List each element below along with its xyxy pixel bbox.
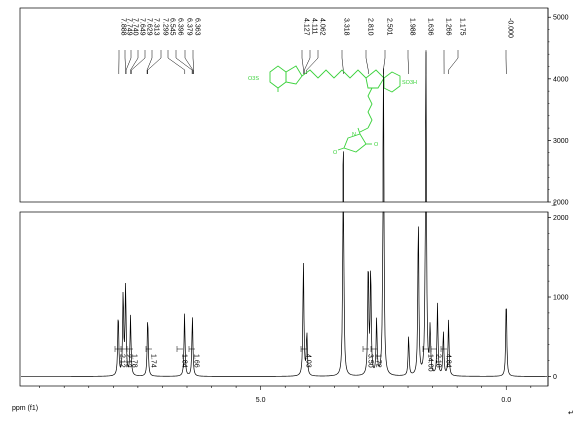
- lower-y-ticks: 0 1000 2000: [548, 215, 569, 381]
- peak-label-leader: [341, 50, 344, 74]
- peak-labels: 7.888 7.749 7.740 7.649 7.629 7.313 7.299 6.545…: [118, 18, 514, 74]
- integration-label: 1.72: [375, 354, 382, 368]
- spectrum-trace-upper: [342, 51, 427, 202]
- lower-y-tick-label: 1000: [553, 295, 569, 302]
- peak-label: 1.636: [427, 18, 434, 36]
- peak-label: 7.749: [126, 18, 133, 36]
- peak-label-leader: [131, 50, 146, 74]
- peak-label: 3.318: [343, 18, 350, 36]
- integration-label: 3.50: [367, 354, 374, 368]
- lower-y-tick-label: 2000: [553, 215, 569, 222]
- spectrum-trace-lower: [21, 211, 547, 377]
- peak-label: 1.988: [409, 18, 416, 36]
- lower-plot-frame: [19, 211, 549, 387]
- upper-y-tick-label: 3000: [553, 138, 569, 145]
- peak-label: 4.062: [319, 18, 326, 36]
- peak-label-leader: [192, 50, 194, 74]
- spectrum-line-lower: [21, 211, 547, 377]
- integration-label: 4.03: [305, 354, 312, 368]
- axis-break-mark: ⊥: [551, 201, 557, 208]
- peak-label: 6.363: [194, 18, 201, 36]
- structure-label-so3h: SO3H: [402, 80, 417, 86]
- peak-label-leader: [365, 50, 369, 74]
- structure-label-o-1: O: [374, 142, 379, 148]
- peak-label: 7.313: [153, 18, 160, 36]
- peak-label: 7.740: [132, 18, 139, 36]
- peak-label-leader: [301, 50, 304, 74]
- peak-label-leader: [306, 50, 319, 74]
- integration-label: 14.00: [427, 354, 434, 372]
- upper-y-tick-label: 5000: [553, 15, 569, 22]
- structure-label-n: N: [352, 132, 356, 138]
- peak-label-leader: [124, 50, 126, 74]
- spectrum-line-upper: [342, 151, 344, 202]
- peak-label: 2.810: [367, 18, 374, 36]
- x-tick-label: 0.0: [501, 397, 511, 404]
- integration-labels: 2.12 2.12 1.78 1.74 1.84 1.66 4.03 3.50 1.72 14.0…: [114, 346, 452, 372]
- structure-label-o-2: O: [333, 150, 338, 156]
- upper-plot-frame: [19, 7, 549, 203]
- peak-label: 1.175: [459, 18, 466, 36]
- integration-label: 1.84: [181, 354, 188, 368]
- integration-label: 2.12: [125, 354, 132, 368]
- peak-label: 6.545: [169, 18, 176, 36]
- molecule-structure-image: O3S SO3H N O O: [248, 65, 417, 156]
- spectrum-line-upper: [425, 51, 427, 202]
- peak-label: -0.000: [507, 18, 514, 38]
- x-axis-label: ppm (f1): [12, 405, 38, 412]
- peak-label-leader: [184, 50, 194, 74]
- peak-label-leader: [448, 50, 459, 74]
- peak-label-leader: [125, 50, 132, 74]
- integration-label: 1.66: [193, 354, 200, 368]
- peak-label-leader: [167, 50, 186, 74]
- peak-label: 6.379: [186, 18, 193, 36]
- peak-label: 7.629: [146, 18, 153, 36]
- lower-y-tick-label: 0: [553, 374, 557, 381]
- peak-label-leader: [304, 50, 311, 74]
- upper-y-ticks: 2000 3000 4000 5000: [548, 15, 569, 207]
- peak-label: 4.127: [303, 18, 310, 36]
- x-tick-label: 5.0: [256, 397, 266, 404]
- peak-label: 7.888: [120, 18, 127, 36]
- return-mark: ↵: [568, 410, 574, 417]
- peak-label: 7.299: [162, 18, 169, 36]
- structure-label-o3s: O3S: [248, 76, 259, 82]
- integration-label: 2.12: [119, 354, 126, 368]
- peak-label-leader: [175, 50, 193, 74]
- peak-label-leader: [146, 50, 153, 74]
- peak-label-leader: [130, 50, 139, 74]
- upper-y-tick-label: 2000: [553, 200, 569, 207]
- integration-label: 4.84: [445, 354, 452, 368]
- peak-label: 1.266: [445, 18, 452, 36]
- upper-y-tick-label: 4000: [553, 76, 569, 83]
- peak-label: 7.649: [139, 18, 146, 36]
- peak-label: 4.111: [311, 18, 318, 35]
- spectrum-line-upper: [382, 68, 385, 202]
- integration-label: 1.74: [150, 354, 157, 368]
- integration-label: 1.78: [131, 354, 138, 368]
- peak-label: 2.501: [386, 18, 393, 36]
- peak-label: 6.396: [177, 18, 184, 36]
- x-axis-ticks: 5.0 0.0: [39, 386, 532, 404]
- integration-label: 2.18: [435, 354, 442, 368]
- peak-label-leader: [407, 50, 409, 74]
- peak-label-leader: [147, 50, 162, 74]
